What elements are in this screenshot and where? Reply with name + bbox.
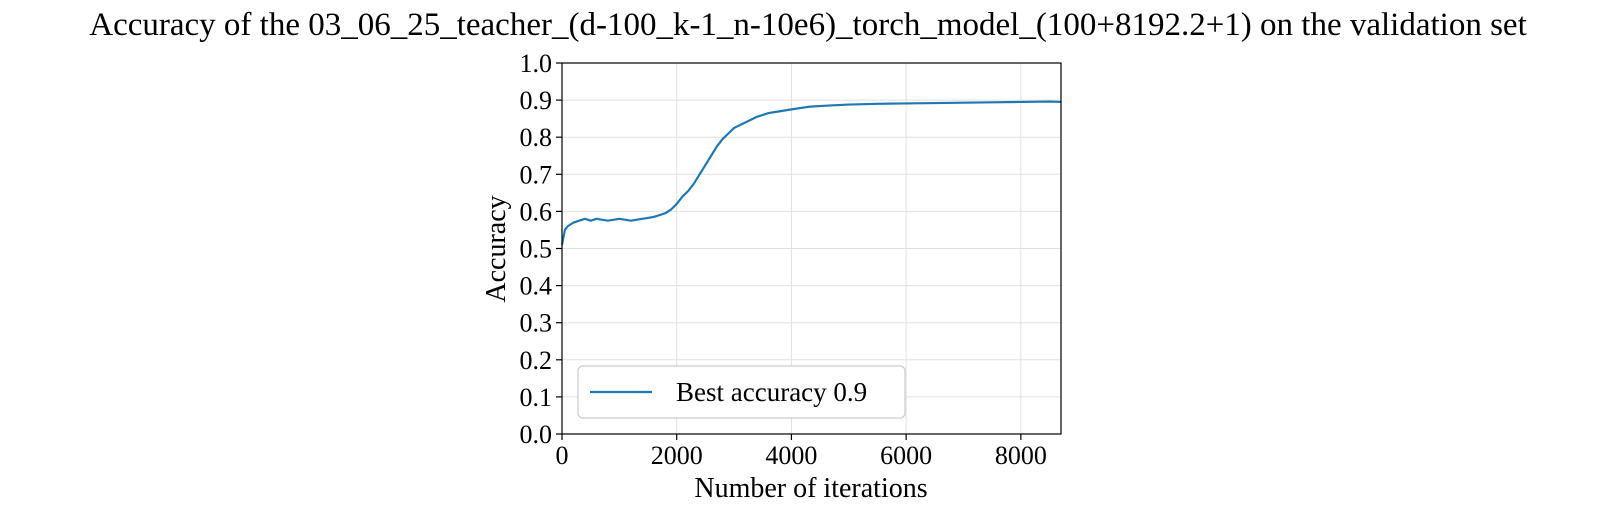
y-tick-label: 0.6: [520, 197, 553, 226]
series-layer: [560, 100, 1062, 245]
legend-label: Best accuracy 0.9: [676, 377, 867, 407]
y-tick-label: 1.0: [520, 49, 553, 78]
y-tick-label: 0.2: [520, 346, 553, 375]
chart-title: Accuracy of the 03_06_25_teacher_(d-100_…: [89, 7, 1526, 43]
y-axis: 0.0 0.1 0.2 0.3 0.4 0.5 0.6 0.7 0.8 0.9 1.0: [520, 49, 562, 449]
y-tick-label: 0.1: [520, 383, 553, 412]
y-tick-label: 0.0: [520, 420, 553, 449]
y-tick-label: 0.7: [520, 160, 553, 189]
y-tick-label: 0.3: [520, 309, 553, 338]
x-tick-label: 8000: [995, 441, 1047, 470]
y-tick-label: 0.9: [520, 86, 553, 115]
x-axis-label: Number of iterations: [694, 473, 927, 504]
y-tick-label: 0.4: [520, 272, 553, 301]
x-axis: 0 2000 4000 6000 8000: [556, 434, 1047, 470]
y-tick-label: 0.5: [520, 235, 553, 264]
x-tick-label: 4000: [765, 441, 817, 470]
legend-box: [577, 365, 906, 419]
y-tick-label: 0.8: [520, 123, 553, 152]
x-tick-label: 2000: [651, 441, 703, 470]
x-tick-label: 0: [556, 441, 569, 470]
legend: Best accuracy 0.9: [577, 365, 906, 419]
y-axis-label: Accuracy: [481, 195, 512, 302]
x-tick-label: 6000: [880, 441, 932, 470]
series-line: [560, 100, 1062, 245]
